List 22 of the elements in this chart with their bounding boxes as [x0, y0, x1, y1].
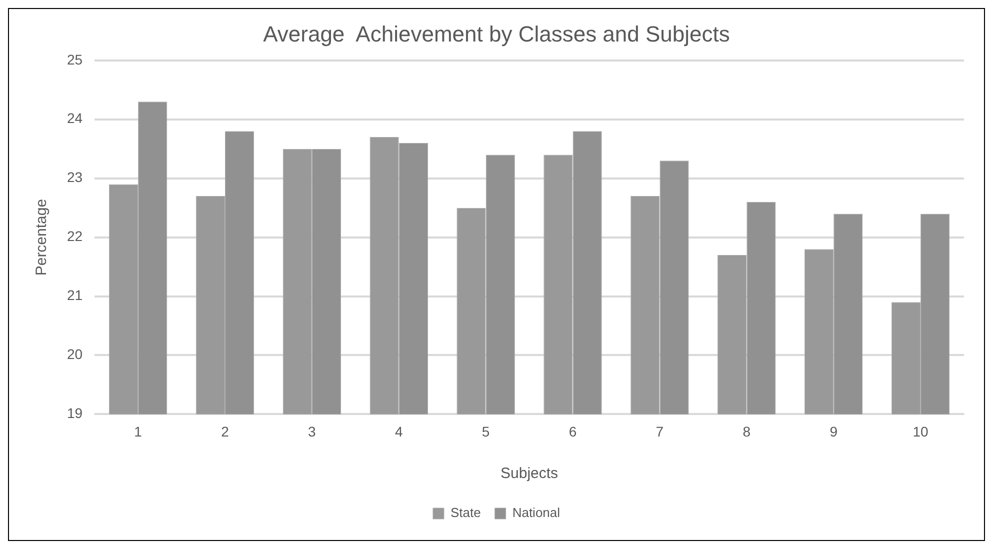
x-tick-label: 10	[912, 423, 929, 440]
x-tick-label: 4	[394, 423, 403, 440]
y-tick-label: 24	[66, 110, 83, 126]
x-tick-label: 5	[482, 423, 490, 440]
x-tick-label: 7	[656, 423, 664, 440]
y-tick-label: 20	[66, 346, 83, 362]
x-tick-label: 3	[308, 423, 316, 440]
y-tick-label: 21	[66, 287, 83, 304]
x-tick-label: 9	[830, 423, 838, 440]
y-tick-label: 19	[66, 405, 83, 422]
y-tick-label: 22	[66, 228, 83, 244]
x-tick-label: 8	[742, 423, 751, 440]
y-axis-title: Percentage	[33, 198, 50, 276]
legend-label: State	[450, 505, 481, 520]
legend-label: National	[512, 505, 560, 520]
x-tick-label: 2	[221, 423, 230, 440]
x-axis-title: Subjects	[500, 465, 558, 482]
y-tick-label: 23	[66, 169, 83, 186]
chart-title: Average Achievement by Classes and Subjects	[263, 21, 730, 46]
x-tick-label: 1	[134, 423, 142, 440]
x-tick-label: 6	[568, 423, 577, 440]
y-tick-label: 25	[66, 51, 83, 68]
